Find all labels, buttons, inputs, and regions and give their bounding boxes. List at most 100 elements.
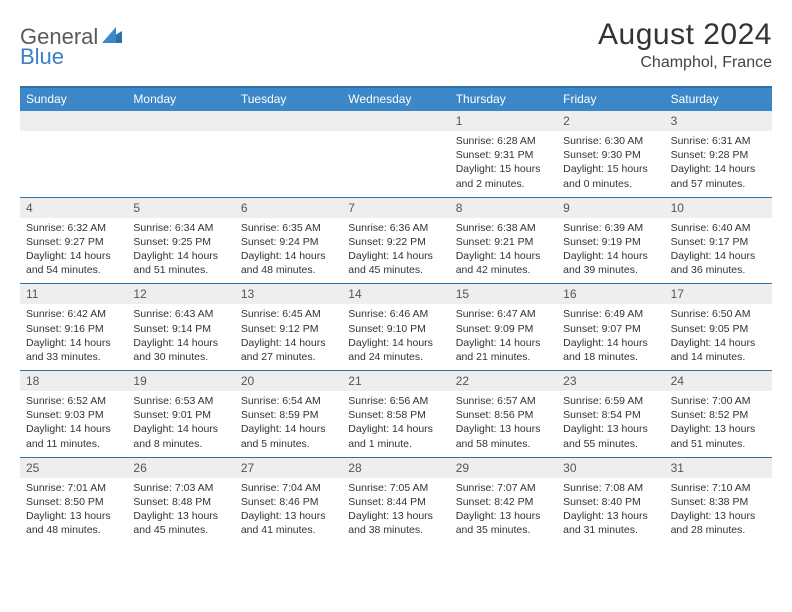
day-sunset: Sunset: 9:22 PM — [348, 235, 443, 249]
day-sunrise: Sunrise: 6:32 AM — [26, 221, 121, 235]
logo-mark-icon — [102, 27, 122, 48]
day-cell: Sunrise: 6:45 AMSunset: 9:12 PMDaylight:… — [235, 304, 342, 370]
day-daylight2: and 54 minutes. — [26, 263, 121, 277]
day-daylight1: Daylight: 13 hours — [26, 509, 121, 523]
day-daylight2: and 24 minutes. — [348, 350, 443, 364]
day-daylight1: Daylight: 13 hours — [456, 422, 551, 436]
day-number: 7 — [342, 198, 449, 218]
day-sunrise: Sunrise: 6:52 AM — [26, 394, 121, 408]
day-daylight2: and 27 minutes. — [241, 350, 336, 364]
day-header-wed: Wednesday — [342, 88, 449, 111]
day-cell: Sunrise: 6:39 AMSunset: 9:19 PMDaylight:… — [557, 218, 664, 284]
day-header-mon: Monday — [127, 88, 234, 111]
day-sunrise: Sunrise: 7:08 AM — [563, 481, 658, 495]
day-daylight2: and 14 minutes. — [671, 350, 766, 364]
day-number — [342, 111, 449, 131]
day-sunset: Sunset: 8:44 PM — [348, 495, 443, 509]
title-block: August 2024 Champhol, France — [598, 18, 772, 72]
day-daylight1: Daylight: 13 hours — [348, 509, 443, 523]
day-number: 16 — [557, 284, 664, 304]
day-sunrise: Sunrise: 6:53 AM — [133, 394, 228, 408]
day-daylight1: Daylight: 13 hours — [671, 509, 766, 523]
day-daylight2: and 5 minutes. — [241, 437, 336, 451]
week-detail-row: Sunrise: 6:28 AMSunset: 9:31 PMDaylight:… — [20, 131, 772, 197]
day-daylight2: and 42 minutes. — [456, 263, 551, 277]
day-number: 3 — [665, 111, 772, 131]
day-daylight1: Daylight: 13 hours — [563, 422, 658, 436]
day-daylight2: and 51 minutes. — [133, 263, 228, 277]
week-number-row: 11121314151617 — [20, 283, 772, 304]
day-number: 19 — [127, 371, 234, 391]
day-number: 10 — [665, 198, 772, 218]
day-number: 20 — [235, 371, 342, 391]
day-daylight1: Daylight: 14 hours — [456, 336, 551, 350]
day-cell: Sunrise: 6:54 AMSunset: 8:59 PMDaylight:… — [235, 391, 342, 457]
day-number: 21 — [342, 371, 449, 391]
day-sunrise: Sunrise: 6:39 AM — [563, 221, 658, 235]
day-sunrise: Sunrise: 6:50 AM — [671, 307, 766, 321]
day-daylight1: Daylight: 14 hours — [671, 162, 766, 176]
day-sunrise: Sunrise: 6:45 AM — [241, 307, 336, 321]
day-daylight1: Daylight: 14 hours — [348, 422, 443, 436]
day-daylight1: Daylight: 13 hours — [563, 509, 658, 523]
day-cell: Sunrise: 7:01 AMSunset: 8:50 PMDaylight:… — [20, 478, 127, 544]
day-daylight2: and 38 minutes. — [348, 523, 443, 537]
week-detail-row: Sunrise: 6:32 AMSunset: 9:27 PM Daylight:… — [20, 218, 772, 284]
day-daylight2: and 0 minutes. — [563, 177, 658, 191]
day-daylight1: Daylight: 14 hours — [241, 336, 336, 350]
day-daylight1: Daylight: 14 hours — [456, 249, 551, 263]
day-header-thu: Thursday — [450, 88, 557, 111]
day-number: 24 — [665, 371, 772, 391]
day-sunset: Sunset: 9:24 PM — [241, 235, 336, 249]
day-sunset: Sunset: 8:52 PM — [671, 408, 766, 422]
day-sunrise: Sunrise: 6:43 AM — [133, 307, 228, 321]
day-sunset: Sunset: 8:50 PM — [26, 495, 121, 509]
day-daylight2: and 30 minutes. — [133, 350, 228, 364]
day-daylight2: and 21 minutes. — [456, 350, 551, 364]
day-cell — [342, 131, 449, 197]
day-daylight2: and 35 minutes. — [456, 523, 551, 537]
day-sunset: Sunset: 8:48 PM — [133, 495, 228, 509]
day-daylight2: and 1 minute. — [348, 437, 443, 451]
day-header-row: Sunday Monday Tuesday Wednesday Thursday… — [20, 88, 772, 111]
day-cell: Sunrise: 6:56 AMSunset: 8:58 PMDaylight:… — [342, 391, 449, 457]
day-number: 30 — [557, 458, 664, 478]
day-daylight2: and 2 minutes. — [456, 177, 551, 191]
day-sunset: Sunset: 9:27 PM — [26, 235, 121, 249]
day-daylight2: and 18 minutes. — [563, 350, 658, 364]
day-cell: Sunrise: 6:40 AMSunset: 9:17 PMDaylight:… — [665, 218, 772, 284]
day-sunrise: Sunrise: 6:46 AM — [348, 307, 443, 321]
day-daylight1: Daylight: 14 hours — [133, 336, 228, 350]
day-cell: Sunrise: 7:05 AMSunset: 8:44 PMDaylight:… — [342, 478, 449, 544]
day-sunrise: Sunrise: 6:30 AM — [563, 134, 658, 148]
day-number — [235, 111, 342, 131]
day-daylight1: Daylight: 13 hours — [456, 509, 551, 523]
day-daylight1: Daylight: 14 hours — [671, 336, 766, 350]
day-cell: Sunrise: 6:52 AMSunset: 9:03 PMDaylight:… — [20, 391, 127, 457]
day-daylight2: and 31 minutes. — [563, 523, 658, 537]
day-sunrise: Sunrise: 6:35 AM — [241, 221, 336, 235]
day-daylight2: and 51 minutes. — [671, 437, 766, 451]
day-daylight1: Daylight: 14 hours — [563, 249, 658, 263]
day-daylight2: and 39 minutes. — [563, 263, 658, 277]
day-daylight2: and 48 minutes. — [26, 523, 121, 537]
day-number: 6 — [235, 198, 342, 218]
week-detail-row: Sunrise: 6:42 AMSunset: 9:16 PMDaylight:… — [20, 304, 772, 370]
day-sunrise: Sunrise: 6:31 AM — [671, 134, 766, 148]
day-sunset: Sunset: 8:46 PM — [241, 495, 336, 509]
day-cell: Sunrise: 6:28 AMSunset: 9:31 PMDaylight:… — [450, 131, 557, 197]
day-cell: Sunrise: 6:53 AMSunset: 9:01 PMDaylight:… — [127, 391, 234, 457]
day-sunrise: Sunrise: 6:38 AM — [456, 221, 551, 235]
day-cell: Sunrise: 7:04 AMSunset: 8:46 PMDaylight:… — [235, 478, 342, 544]
day-number: 5 — [127, 198, 234, 218]
day-daylight2: and 28 minutes. — [671, 523, 766, 537]
day-sunset: Sunset: 8:42 PM — [456, 495, 551, 509]
day-sunrise: Sunrise: 6:59 AM — [563, 394, 658, 408]
day-number: 1 — [450, 111, 557, 131]
day-daylight1: Daylight: 13 hours — [133, 509, 228, 523]
day-daylight1: Daylight: 14 hours — [563, 336, 658, 350]
day-daylight2: and 58 minutes. — [456, 437, 551, 451]
day-sunset: Sunset: 9:17 PM — [671, 235, 766, 249]
day-cell: Sunrise: 6:50 AMSunset: 9:05 PMDaylight:… — [665, 304, 772, 370]
day-cell: Sunrise: 6:31 AMSunset: 9:28 PMDaylight:… — [665, 131, 772, 197]
